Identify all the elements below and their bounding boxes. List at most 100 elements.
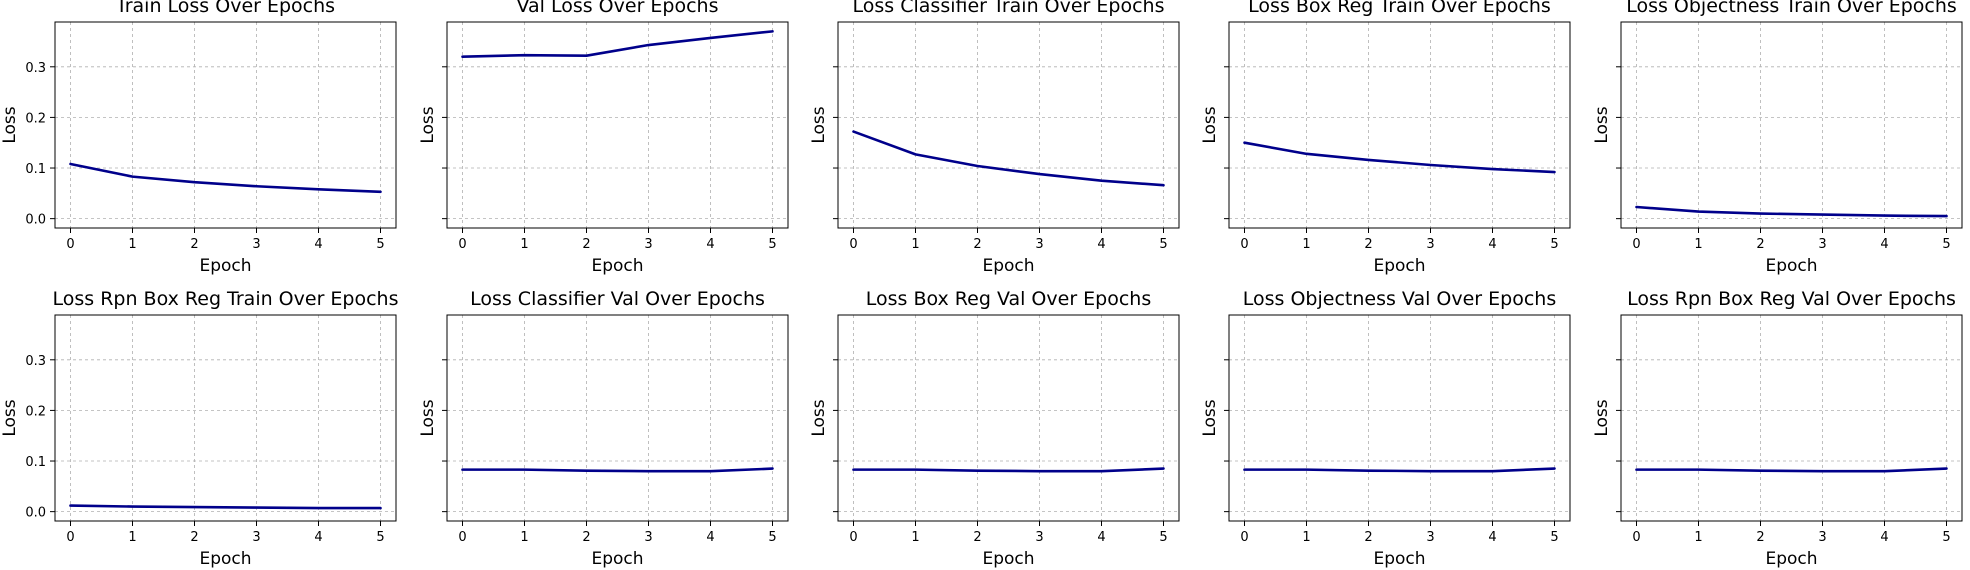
subplot: 0 1 2 3 4 5 Loss Objectness Train Over Epochs E…	[1592, 0, 1963, 276]
x-tick-label: 2	[582, 530, 590, 545]
y-tick-label: 0.3	[25, 61, 46, 76]
axes-frame	[446, 21, 789, 229]
chart-title: Train Loss Over Epochs	[115, 0, 335, 17]
subplot: 0 1 2 3 4 5 Loss Rpn Box Reg Val Over Epochs Ep…	[1592, 288, 1963, 569]
axes-frame	[1620, 314, 1963, 522]
y-tick-label: 0.1	[25, 455, 46, 470]
series-line	[1635, 467, 1948, 473]
x-tick-label: 5	[1942, 530, 1950, 545]
axes-frame	[1228, 21, 1571, 229]
series-line	[1635, 205, 1948, 218]
x-tick-label: 4	[706, 530, 714, 545]
x-tick-label: 0	[1240, 530, 1248, 545]
x-tick-label: 5	[1159, 530, 1167, 545]
axes-frame	[837, 314, 1180, 522]
y-axis-label: Loss	[1592, 399, 1612, 436]
x-tick-label: 1	[1302, 530, 1310, 545]
chart-title: Loss Objectness Val Over Epochs	[1243, 288, 1556, 310]
y-tick-label: 0.1	[25, 162, 46, 177]
y-axis-label: Loss	[1200, 399, 1220, 436]
x-tick-label: 0	[1632, 237, 1640, 252]
x-tick-label: 5	[1550, 530, 1558, 545]
chart-title: Val Loss Over Epochs	[516, 0, 718, 17]
x-tick-label: 3	[644, 530, 652, 545]
series-line	[1243, 141, 1556, 174]
chart-title: Loss Classifier Train Over Epochs	[853, 0, 1165, 17]
y-tick-label: 0.2	[25, 111, 46, 126]
x-tick-label: 1	[911, 237, 919, 252]
x-tick-label: 5	[376, 530, 384, 545]
series-line	[461, 30, 774, 58]
x-tick-label: 2	[973, 530, 981, 545]
axes-frame	[1228, 314, 1571, 522]
y-axis-label: Loss	[1200, 106, 1220, 143]
series-line	[461, 467, 774, 473]
x-tick-label: 1	[128, 237, 136, 252]
x-tick-label: 1	[128, 530, 136, 545]
x-tick-label: 4	[1488, 530, 1496, 545]
x-tick-label: 4	[1488, 237, 1496, 252]
x-axis-label: Epoch	[199, 549, 251, 569]
axes-frame	[1620, 21, 1963, 229]
x-tick-label: 0	[66, 237, 74, 252]
axes-frame	[446, 314, 789, 522]
x-tick-label: 2	[1756, 530, 1764, 545]
x-tick-label: 3	[1818, 530, 1826, 545]
x-axis-label: Epoch	[591, 549, 643, 569]
y-axis-label: Loss	[1592, 106, 1612, 143]
x-tick-label: 3	[1035, 530, 1043, 545]
subplot: 0 1 2 3 4 5 Val Loss Over Epochs Epoch Loss	[418, 0, 789, 276]
x-tick-label: 0	[66, 530, 74, 545]
x-tick-label: 0	[1632, 530, 1640, 545]
x-tick-label: 4	[1880, 237, 1888, 252]
x-tick-label: 2	[973, 237, 981, 252]
x-tick-label: 0	[458, 237, 466, 252]
x-axis-label: Epoch	[1765, 549, 1817, 569]
axes-frame	[54, 21, 397, 229]
y-axis-label: Loss	[418, 399, 438, 436]
y-axis-label: Loss	[0, 399, 20, 436]
x-axis-label: Epoch	[591, 256, 643, 276]
x-tick-label: 1	[1694, 530, 1702, 545]
chart-title: Loss Box Reg Val Over Epochs	[866, 288, 1152, 310]
y-tick-label: 0.0	[25, 506, 46, 521]
chart-title: Loss Rpn Box Reg Val Over Epochs	[1627, 288, 1956, 310]
x-axis-label: Epoch	[1765, 256, 1817, 276]
subplot: 0 1 2 3 4 5 Loss Box Reg Train Over Epochs Epoc…	[1200, 0, 1571, 276]
x-tick-label: 3	[644, 237, 652, 252]
x-tick-label: 3	[1426, 237, 1434, 252]
x-tick-label: 0	[849, 530, 857, 545]
series-line	[852, 130, 1165, 187]
x-axis-label: Epoch	[1373, 256, 1425, 276]
x-tick-label: 1	[1302, 237, 1310, 252]
series-line	[852, 467, 1165, 473]
x-axis-label: Epoch	[982, 256, 1034, 276]
x-axis-label: Epoch	[982, 549, 1034, 569]
x-tick-label: 5	[376, 237, 384, 252]
x-tick-label: 0	[849, 237, 857, 252]
y-tick-label: 0.0	[25, 213, 46, 228]
subplot: 0 1 2 3 4 5 Loss Classifier Val Over Epochs Epo…	[418, 288, 789, 569]
x-tick-label: 2	[1364, 530, 1372, 545]
series-line	[69, 504, 382, 510]
x-tick-label: 2	[190, 530, 198, 545]
y-tick-label: 0.2	[25, 404, 46, 419]
x-axis-label: Epoch	[1373, 549, 1425, 569]
x-tick-label: 5	[1159, 237, 1167, 252]
chart-title: Loss Rpn Box Reg Train Over Epochs	[53, 288, 399, 310]
chart-title: Loss Box Reg Train Over Epochs	[1248, 0, 1551, 17]
x-tick-label: 2	[190, 237, 198, 252]
x-axis-label: Epoch	[199, 256, 251, 276]
series-line	[1243, 467, 1556, 473]
subplot: 0 1 2 3 4 5 0.0 0.1 0.2 0.3 Train Loss Over Epochs…	[0, 0, 397, 276]
subplot: 0 1 2 3 4 5 Loss Objectness Val Over Epochs Epo…	[1200, 288, 1571, 569]
x-tick-label: 1	[1694, 237, 1702, 252]
x-tick-label: 2	[1756, 237, 1764, 252]
x-tick-label: 2	[582, 237, 590, 252]
x-tick-label: 5	[768, 530, 776, 545]
chart-title: Loss Classifier Val Over Epochs	[470, 288, 765, 310]
x-tick-label: 1	[520, 530, 528, 545]
x-tick-label: 3	[1426, 530, 1434, 545]
subplot: 0 1 2 3 4 5 Loss Classifier Train Over Epochs E…	[809, 0, 1180, 276]
